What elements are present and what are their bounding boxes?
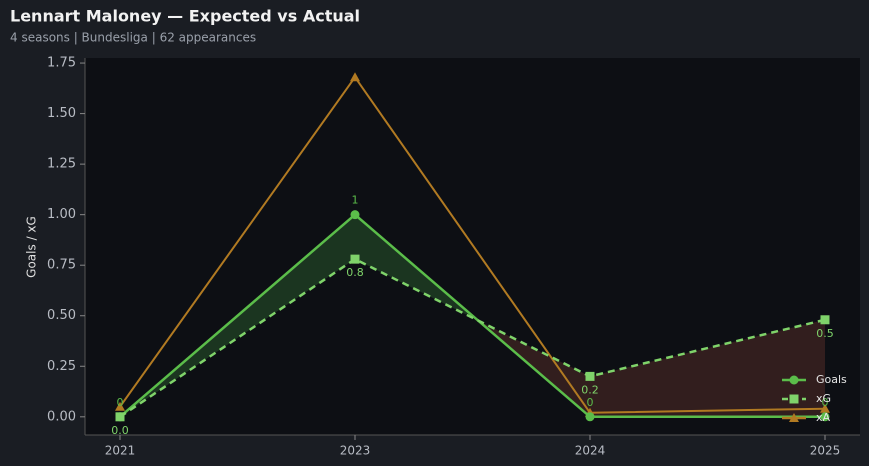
data-label: 0 [822, 396, 829, 409]
legend-marker [789, 375, 799, 385]
point [820, 412, 830, 422]
y-tick-label: 1.75 [47, 56, 76, 71]
chart-title: Lennart Maloney — Expected vs Actual [10, 7, 360, 26]
x-tick-label: 2025 [810, 444, 841, 458]
point [820, 403, 830, 413]
line [119, 257, 826, 418]
x-tick-label: 2024 [575, 444, 606, 458]
point [350, 210, 360, 220]
legend-label: xA [816, 411, 831, 424]
point [115, 401, 125, 411]
y-tick-label: 0.50 [47, 308, 76, 323]
x-tick-label: 2023 [340, 444, 371, 458]
point [115, 412, 125, 422]
y-tick-label: 1.25 [47, 157, 76, 172]
y-tick-label: 1.50 [47, 106, 76, 121]
line [119, 75, 826, 414]
y-axis-label: Goals / xG [25, 216, 39, 278]
legend-marker [789, 413, 799, 422]
point [585, 371, 595, 381]
y-tick-label: 0.00 [47, 409, 76, 424]
y-tick-label: 0.25 [47, 359, 76, 374]
point [350, 72, 360, 82]
point [820, 315, 830, 325]
chart-subtitle: 4 seasons | Bundesliga | 62 appearances [10, 31, 256, 45]
y-tick-label: 1.00 [47, 207, 76, 222]
data-label: 0.2 [581, 383, 599, 396]
x-tick-label: 2021 [105, 444, 136, 458]
data-label: 0.5 [816, 327, 834, 340]
data-label: 0 [587, 396, 594, 409]
y-tick-label: 0.75 [47, 258, 76, 273]
data-label: 0.8 [346, 266, 364, 279]
data-label: 0 [117, 396, 124, 409]
point [585, 412, 595, 422]
data-label: 1 [352, 194, 359, 207]
point [350, 254, 360, 264]
legend-label: xG [816, 392, 831, 405]
fill-between [590, 319, 825, 417]
legend-label: Goals [816, 373, 847, 386]
line [119, 213, 825, 419]
legend-marker [789, 394, 799, 404]
data-label: 0.0 [111, 424, 129, 437]
